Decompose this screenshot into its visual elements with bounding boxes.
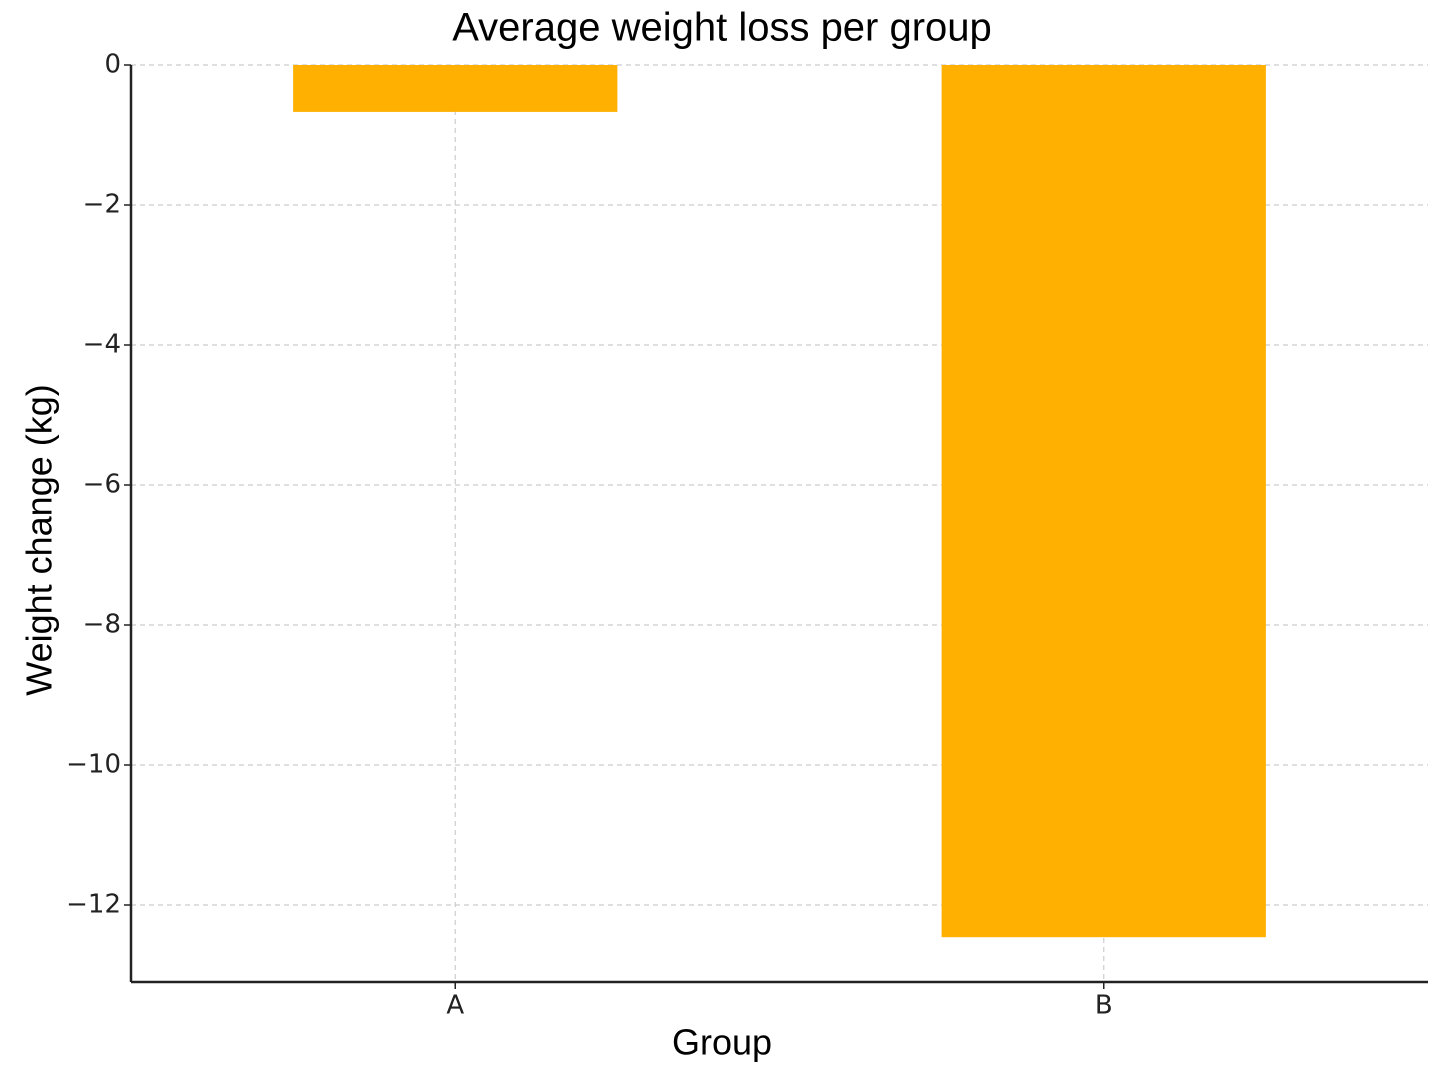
y-tick-label: −4 (83, 330, 121, 360)
y-axis-label: Weight change (kg) (19, 384, 60, 696)
bar (941, 65, 1266, 938)
y-tick-label: −10 (66, 750, 121, 780)
x-tick-label: B (1095, 991, 1113, 1021)
y-tick-label: 0 (104, 50, 121, 80)
chart-title: Average weight loss per group (452, 6, 992, 50)
x-axis-label: Group (672, 1022, 772, 1063)
bar (293, 65, 618, 112)
y-tick-label: −2 (83, 190, 121, 220)
x-tick-label: A (446, 991, 464, 1021)
y-tick-label: −8 (83, 610, 121, 640)
y-tick-label: −6 (83, 470, 121, 500)
y-tick-label: −12 (66, 890, 121, 920)
